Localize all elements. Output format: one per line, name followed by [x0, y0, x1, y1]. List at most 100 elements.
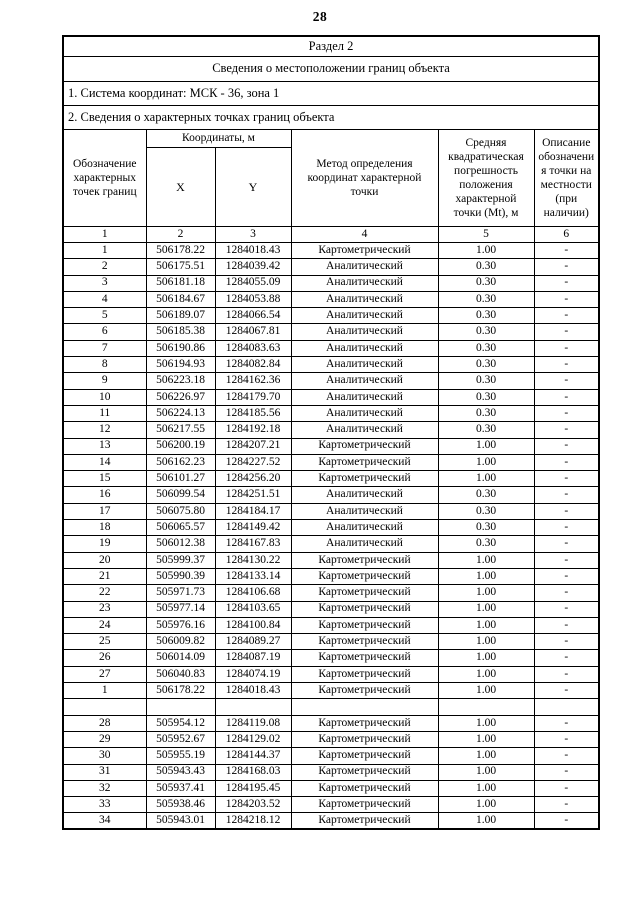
cell-x: 506012.38 [145, 535, 216, 553]
cell-description: - [533, 502, 600, 521]
table-row: 7 506190.86 1284083.63 Аналитический 0.30- [62, 339, 600, 358]
table-row: 13 506200.19 1284207.21 Картометрический 1.0… [62, 437, 600, 455]
table-row: 5 506189.07 1284066.54 Аналитический 0.30- [62, 307, 600, 325]
cell-point: 1 [62, 682, 147, 700]
cell-x: 506190.86 [145, 339, 216, 358]
cell-description: - [533, 730, 600, 749]
cell-x: 505937.41 [145, 779, 216, 798]
cell-mt: 1.00 [437, 714, 535, 732]
cell-method: Картометрический [290, 796, 439, 814]
cell-method: Картометрический [290, 812, 439, 830]
cell-description: - [533, 519, 600, 537]
cell-mt: 0.30 [437, 290, 535, 309]
cell-method: Аналитический [290, 502, 439, 521]
cell-method: Картометрический [290, 567, 439, 586]
cell-y: 1284100.84 [214, 616, 292, 635]
table-row: 11 506224.13 1284185.56 Аналитический 0.30- [62, 404, 600, 423]
table-row: 8 506194.93 1284082.84 Аналитический 0.30- [62, 356, 600, 374]
cell-y: 1284256.20 [214, 470, 292, 488]
cell-mt: 1.00 [437, 437, 535, 455]
cell-x: 506224.13 [145, 404, 216, 423]
table-row: 9 506223.18 1284162.36 Аналитический 0.30- [62, 372, 600, 390]
table-row: 2 506175.51 1284039.42 Аналитический 0.30- [62, 258, 600, 276]
table-title-row: Сведения о местоположении границ объекта [62, 56, 600, 82]
cell-description: - [533, 763, 600, 781]
table-row: 17 506075.80 1284184.17 Аналитический 0.30- [62, 502, 600, 521]
cell-mt: 0.30 [437, 323, 535, 341]
cell-point: 17 [62, 502, 147, 521]
column-numbers-row: 1 2 3 4 5 6 [62, 226, 600, 243]
cell-point: 25 [62, 633, 147, 651]
cell-x: 506009.82 [145, 633, 216, 651]
cell-method: Картометрический [290, 747, 439, 765]
cell-y: 1284053.88 [214, 290, 292, 309]
cell-description: - [533, 372, 600, 390]
table-row: 29 505952.67 1284129.02 Картометрический 1.0… [62, 730, 600, 749]
cell-x: 506065.57 [145, 519, 216, 537]
cell-mt: 0.30 [437, 258, 535, 276]
cell-y [214, 698, 292, 716]
cell-point: 31 [62, 763, 147, 781]
cell-mt: 0.30 [437, 421, 535, 439]
cell-method: Аналитический [290, 290, 439, 309]
table-row: 30 505955.19 1284144.37 Картометрический 1.0… [62, 747, 600, 765]
column-number-5: 5 [437, 226, 535, 243]
cell-method: Аналитический [290, 519, 439, 537]
cell-mt: 0.30 [437, 486, 535, 504]
table-row: 4 506184.67 1284053.88 Аналитический 0.30- [62, 290, 600, 309]
table-row: 15 506101.27 1284256.20 Картометрический 1.0… [62, 470, 600, 488]
cell-description: - [533, 339, 600, 358]
cell-description: - [533, 682, 600, 700]
page-number: 28 [312, 9, 328, 24]
cell-method [290, 698, 439, 716]
table-row: 34 505943.01 1284218.12 Картометрический 1.0… [62, 812, 600, 830]
table-row: 33 505938.46 1284203.52 Картометрический 1.0… [62, 796, 600, 814]
cell-y: 1284089.27 [214, 633, 292, 651]
cell-point: 15 [62, 470, 147, 488]
table-body: 1 506178.22 1284018.43 Картометрический 1.00… [62, 241, 600, 830]
cell-y: 1284195.45 [214, 779, 292, 798]
cell-point: 23 [62, 600, 147, 618]
cell-y: 1284192.18 [214, 421, 292, 439]
cell-method: Картометрический [290, 633, 439, 651]
cell-mt: 1.00 [437, 567, 535, 586]
cell-mt: 1.00 [437, 747, 535, 765]
cell-x: 505954.12 [145, 714, 216, 732]
header-row-xy: X Y [63, 147, 599, 227]
cell-point: 6 [62, 323, 147, 341]
cell-x: 506217.55 [145, 421, 216, 439]
cell-description: - [533, 551, 600, 569]
table-row: 25 506009.82 1284089.27 Картометрический 1.0… [62, 633, 600, 651]
cell-y: 1284149.42 [214, 519, 292, 537]
cell-y: 1284103.65 [214, 600, 292, 618]
cell-point: 5 [62, 307, 147, 325]
cell-point: 21 [62, 567, 147, 586]
cell-y: 1284087.19 [214, 649, 292, 667]
cell-x: 506175.51 [145, 258, 216, 276]
cell-method: Картометрический [290, 241, 439, 260]
cell-mt [437, 698, 535, 716]
table-row: 23 505977.14 1284103.65 Картометрический 1.0… [62, 600, 600, 618]
cell-point: 19 [62, 535, 147, 553]
cell-point: 10 [62, 388, 147, 406]
cell-mt: 0.30 [437, 339, 535, 358]
cell-y: 1284082.84 [214, 356, 292, 374]
cell-description: - [533, 421, 600, 439]
cell-mt: 1.00 [437, 241, 535, 260]
cell-method: Картометрический [290, 437, 439, 455]
table-row: 26 506014.09 1284087.19 Картометрический 1.0… [62, 649, 600, 667]
cell-method: Картометрический [290, 682, 439, 700]
cell-y: 1284083.63 [214, 339, 292, 358]
cell-x: 506178.22 [145, 241, 216, 260]
cell-description: - [533, 388, 600, 406]
cell-description [533, 698, 600, 716]
cell-y: 1284185.56 [214, 404, 292, 423]
cell-y: 1284227.52 [214, 453, 292, 472]
table-row: 24 505976.16 1284100.84 Картометрический 1.0… [62, 616, 600, 635]
cell-y: 1284106.68 [214, 584, 292, 602]
header-x: X [145, 147, 216, 227]
cell-mt: 1.00 [437, 682, 535, 700]
table-title: Сведения о местоположении границ объекта [62, 56, 600, 82]
cell-y: 1284168.03 [214, 763, 292, 781]
